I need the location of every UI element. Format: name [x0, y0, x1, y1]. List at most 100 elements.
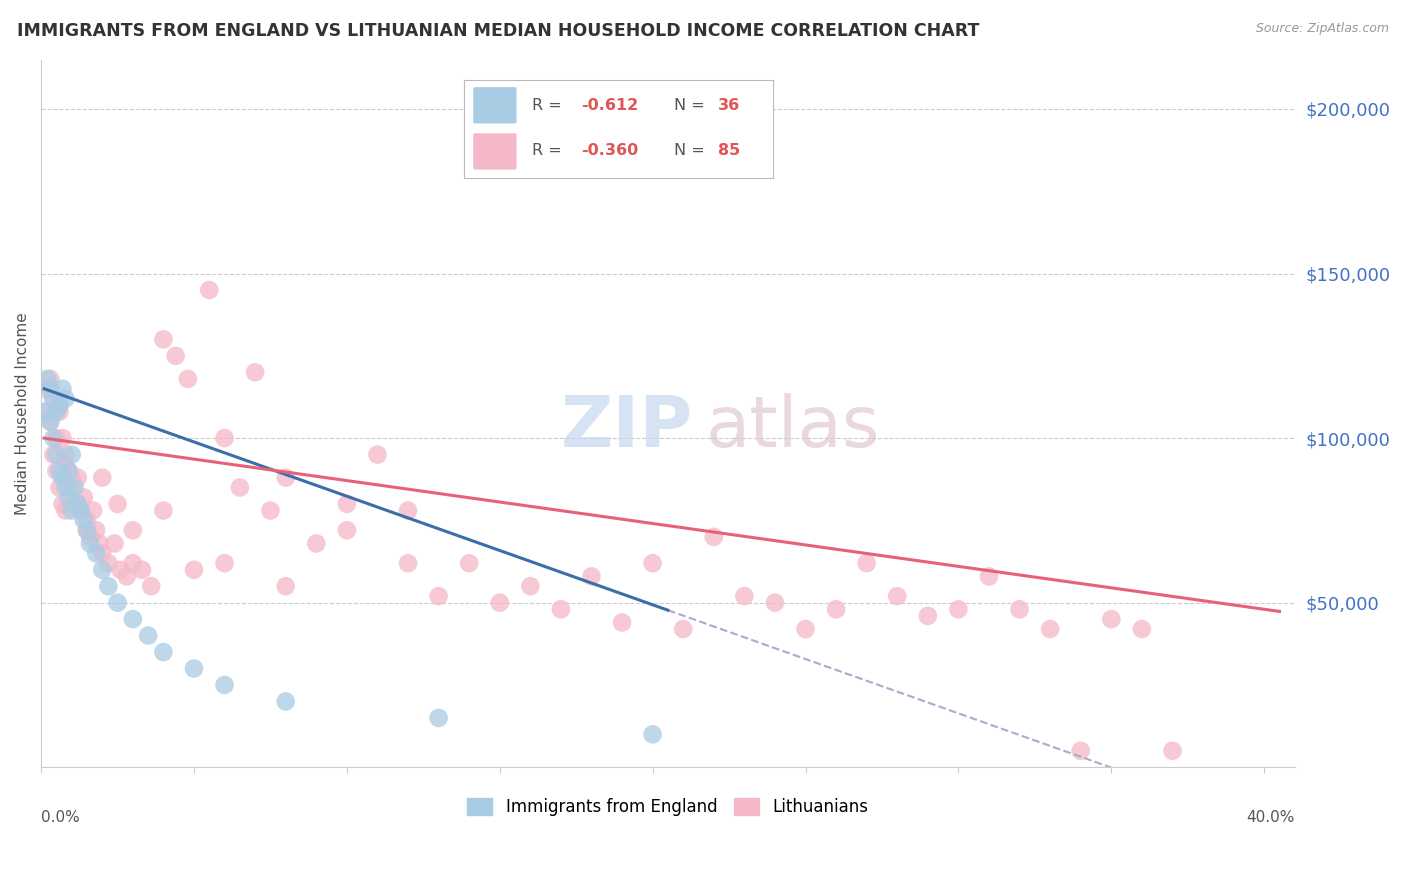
Point: [243, 365, 266, 379]
Point: [610, 615, 633, 630]
Point: [42, 448, 65, 462]
Point: [488, 596, 510, 610]
Point: [733, 589, 755, 603]
Point: [48, 398, 70, 412]
Point: [51, 382, 73, 396]
Point: [66, 470, 89, 484]
Point: [39, 372, 62, 386]
FancyBboxPatch shape: [474, 133, 516, 169]
Point: [1070, 744, 1092, 758]
Point: [39, 415, 62, 429]
Point: [274, 694, 297, 708]
Point: [89, 536, 111, 550]
Point: [152, 332, 174, 346]
Text: N =: N =: [675, 144, 710, 159]
Point: [458, 556, 481, 570]
Point: [198, 283, 221, 297]
Point: [1161, 744, 1184, 758]
Point: [91, 546, 114, 560]
Point: [229, 481, 252, 495]
Text: IMMIGRANTS FROM ENGLAND VS LITHUANIAN MEDIAN HOUSEHOLD INCOME CORRELATION CHART: IMMIGRANTS FROM ENGLAND VS LITHUANIAN ME…: [17, 22, 979, 40]
Point: [581, 569, 603, 583]
Point: [48, 464, 70, 478]
Point: [214, 556, 236, 570]
Point: [51, 497, 73, 511]
Point: [177, 372, 200, 386]
Point: [32, 405, 55, 419]
Point: [82, 503, 104, 517]
Text: R =: R =: [531, 98, 567, 113]
Point: [70, 503, 93, 517]
Point: [97, 556, 120, 570]
Point: [32, 382, 55, 396]
Point: [55, 448, 77, 462]
Point: [183, 661, 205, 675]
Point: [703, 530, 725, 544]
Point: [152, 645, 174, 659]
Point: [76, 513, 98, 527]
Point: [48, 405, 70, 419]
Point: [121, 556, 143, 570]
Point: [76, 523, 98, 537]
Point: [45, 431, 67, 445]
Text: ZIP: ZIP: [561, 393, 693, 462]
FancyBboxPatch shape: [474, 87, 516, 123]
Point: [794, 622, 817, 636]
Point: [48, 398, 70, 412]
Point: [58, 464, 80, 478]
Point: [107, 596, 129, 610]
Point: [110, 563, 132, 577]
Point: [48, 481, 70, 495]
Point: [396, 556, 419, 570]
Point: [1130, 622, 1153, 636]
Point: [76, 523, 98, 537]
Point: [336, 497, 359, 511]
Point: [274, 470, 297, 484]
Point: [855, 556, 877, 570]
Text: -0.612: -0.612: [582, 98, 638, 113]
Point: [51, 470, 73, 484]
Point: [274, 579, 297, 593]
Point: [1008, 602, 1031, 616]
Point: [91, 563, 114, 577]
Point: [214, 678, 236, 692]
Point: [121, 612, 143, 626]
Y-axis label: Median Household Income: Median Household Income: [15, 312, 30, 515]
Point: [519, 579, 541, 593]
Point: [42, 392, 65, 406]
Point: [63, 497, 86, 511]
Point: [79, 530, 101, 544]
Text: -0.360: -0.360: [582, 144, 638, 159]
Point: [366, 448, 388, 462]
Point: [131, 563, 153, 577]
Point: [42, 431, 65, 445]
Point: [121, 523, 143, 537]
Point: [66, 497, 89, 511]
Point: [73, 491, 96, 505]
Point: [42, 392, 65, 406]
Point: [97, 579, 120, 593]
Point: [825, 602, 848, 616]
Text: atlas: atlas: [706, 393, 880, 462]
Point: [305, 536, 328, 550]
Point: [60, 481, 83, 495]
Point: [70, 503, 93, 517]
Point: [55, 481, 77, 495]
Point: [214, 431, 236, 445]
Point: [91, 470, 114, 484]
Point: [66, 497, 89, 511]
Point: [73, 513, 96, 527]
Point: [55, 503, 77, 517]
Text: 40.0%: 40.0%: [1246, 810, 1295, 825]
Point: [165, 349, 187, 363]
Legend: Immigrants from England, Lithuanians: Immigrants from England, Lithuanians: [461, 791, 875, 822]
Text: N =: N =: [675, 98, 710, 113]
Point: [1099, 612, 1122, 626]
Point: [977, 569, 1000, 583]
Text: 85: 85: [717, 144, 740, 159]
Text: 0.0%: 0.0%: [41, 810, 80, 825]
Point: [37, 372, 59, 386]
Point: [396, 503, 419, 517]
Point: [55, 392, 77, 406]
Point: [917, 608, 939, 623]
